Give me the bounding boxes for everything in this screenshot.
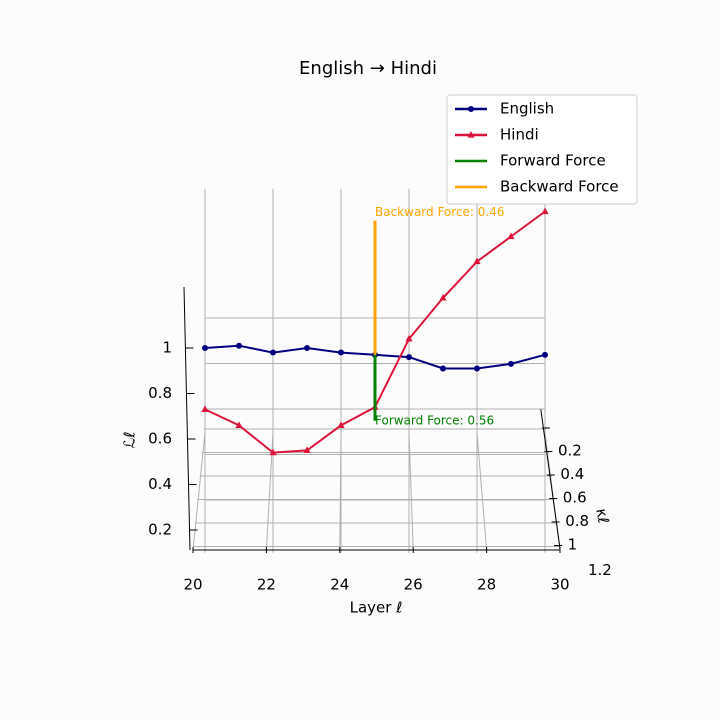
z-tick-label: 0.6: [148, 430, 172, 448]
x-tick-label: 20: [183, 576, 202, 594]
marker: [439, 293, 447, 301]
x-tick-label: 28: [477, 576, 496, 594]
y-tick-label: 0.6: [563, 489, 587, 507]
force-label: Forward Force: 0.56: [375, 413, 494, 427]
y-tick-label: 1.2: [588, 561, 612, 579]
marker: [406, 354, 412, 361]
legend-label: Backward Force: [500, 178, 619, 196]
legend-marker: [467, 131, 475, 138]
marker: [202, 345, 208, 351]
z-tick-label: 0.4: [148, 475, 172, 493]
marker: [303, 446, 311, 453]
y-axis-label: κℓ: [592, 507, 612, 525]
x-tick-label: 30: [550, 576, 569, 594]
marker: [474, 365, 480, 372]
marker: [473, 257, 481, 265]
marker: [338, 349, 344, 356]
marker: [235, 421, 243, 428]
marker: [236, 342, 242, 349]
y-tick-label: 1: [568, 536, 578, 554]
x-tick-label: 22: [257, 576, 276, 594]
marker: [337, 421, 345, 428]
z-axis-label: ℒℓ: [121, 432, 139, 449]
marker: [405, 334, 413, 342]
marker: [201, 405, 209, 413]
y-tick-label: 0.2: [558, 442, 582, 460]
z-tick-label: 1: [162, 339, 172, 357]
marker: [541, 207, 549, 215]
x-axis-label: Layer ℓ: [350, 599, 403, 617]
legend-label: Hindi: [500, 126, 539, 144]
y-axis: [540, 409, 561, 549]
marker: [507, 232, 515, 240]
legend-marker: [468, 106, 474, 112]
marker: [440, 365, 446, 372]
marker: [508, 360, 514, 367]
x-tick-label: 26: [404, 576, 423, 594]
legend-box: [446, 94, 638, 205]
y-tick-label: 0.8: [565, 512, 589, 530]
force-label: Backward Force: 0.46: [375, 205, 505, 219]
legend-label: English: [500, 100, 554, 118]
chart-title: English → Hindi: [299, 58, 437, 79]
z-tick-label: 0.2: [148, 521, 172, 539]
marker: [269, 448, 277, 456]
z-axis: [183, 286, 191, 551]
marker: [304, 345, 310, 351]
legend-label: Forward Force: [500, 152, 606, 170]
y-tick-label: 0.4: [560, 465, 584, 483]
marker: [542, 351, 548, 358]
x-tick-label: 24: [330, 576, 349, 594]
z-tick-label: 0.8: [148, 384, 172, 402]
marker: [270, 349, 276, 356]
